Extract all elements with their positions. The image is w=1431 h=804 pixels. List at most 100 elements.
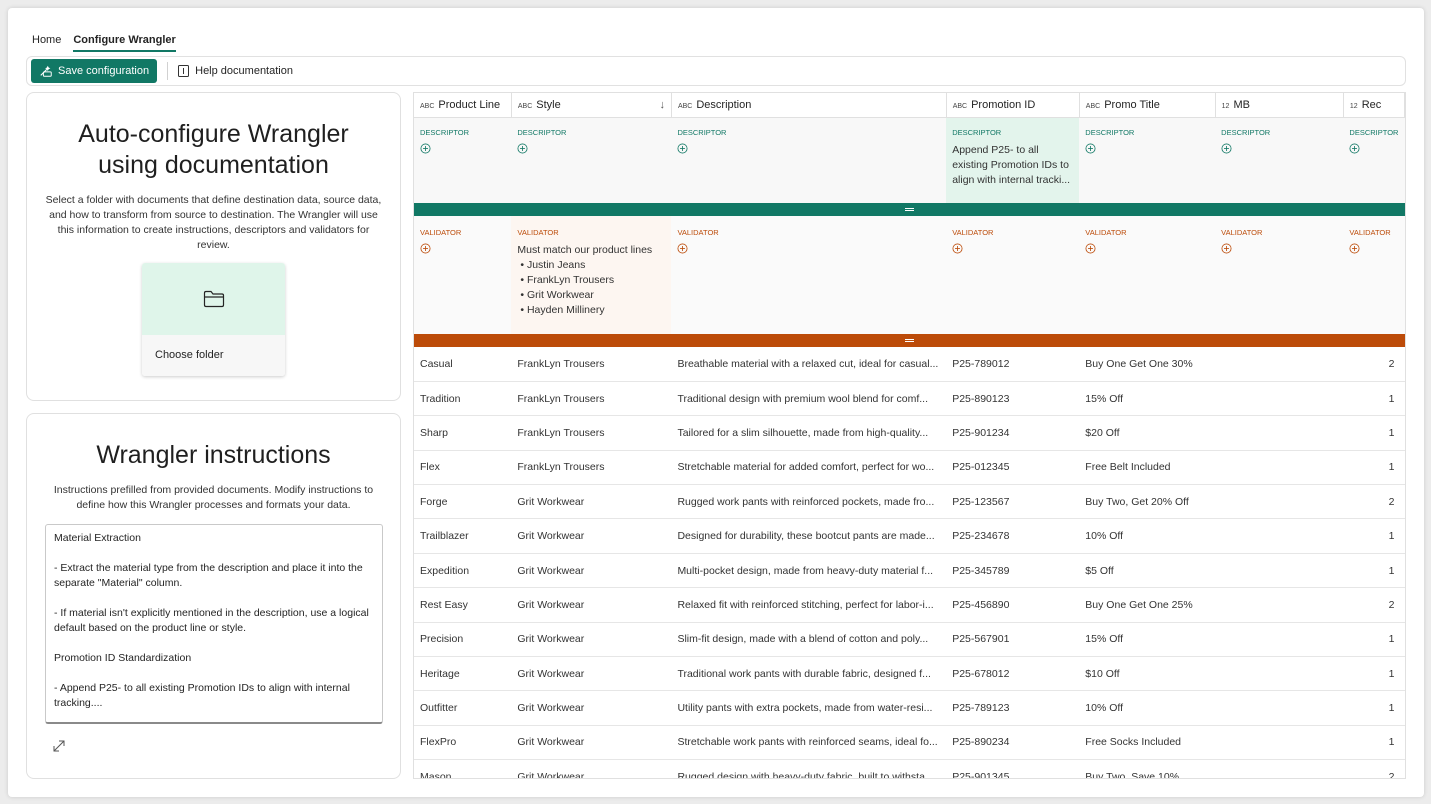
table-cell[interactable]: $10 Off [1079, 656, 1216, 692]
validator-cell[interactable]: VALIDATOR [946, 216, 1080, 334]
descriptor-cell[interactable]: DESCRIPTOR [511, 117, 672, 203]
table-cell[interactable]: Grit Workwear [511, 725, 672, 761]
table-cell[interactable]: Breathable material with a relaxed cut, … [671, 347, 947, 382]
add-validator-icon[interactable] [420, 243, 431, 254]
table-cell[interactable] [1215, 725, 1344, 761]
table-cell[interactable]: Rugged work pants with reinforced pocket… [671, 484, 947, 520]
add-descriptor-icon[interactable] [517, 143, 528, 154]
validator-cell[interactable]: VALIDATOR [1079, 216, 1216, 334]
table-cell[interactable]: Rest Easy [414, 587, 512, 623]
table-cell[interactable]: FrankLyn Trousers [511, 415, 672, 451]
table-cell[interactable]: $5 Off [1079, 553, 1216, 589]
table-cell[interactable]: Buy Two, Save 10% [1079, 759, 1216, 778]
table-row[interactable]: FlexPro Grit Workwear Stretchable work pan… [414, 725, 1405, 761]
table-cell[interactable]: FrankLyn Trousers [511, 450, 672, 486]
table-cell[interactable]: P25-890234 [946, 725, 1080, 761]
table-cell[interactable]: Trailblazer [414, 518, 512, 554]
table-cell[interactable] [1215, 587, 1344, 623]
validator-cell[interactable]: VALIDATOR [414, 216, 512, 334]
table-cell[interactable]: P25-789012 [946, 347, 1080, 382]
table-cell[interactable] [1215, 759, 1344, 778]
table-cell[interactable]: 1 [1343, 381, 1405, 417]
table-cell[interactable]: P25-234678 [946, 518, 1080, 554]
table-cell[interactable] [1215, 415, 1344, 451]
table-row[interactable]: Mason Grit Workwear Rugged design with hea… [414, 759, 1405, 778]
table-cell[interactable]: Sharp [414, 415, 512, 451]
table-cell[interactable]: P25-456890 [946, 587, 1080, 623]
descriptor-cell[interactable]: DESCRIPTOR [1079, 117, 1216, 203]
table-cell[interactable]: P25-901234 [946, 415, 1080, 451]
table-row[interactable]: Forge Grit Workwear Rugged work pants with… [414, 484, 1405, 520]
column-header[interactable]: ABC Promotion ID [946, 93, 1080, 118]
table-cell[interactable]: Mason [414, 759, 512, 778]
table-cell[interactable]: FlexPro [414, 725, 512, 761]
table-cell[interactable]: P25-890123 [946, 381, 1080, 417]
table-cell[interactable]: 2 [1343, 759, 1405, 778]
table-cell[interactable]: $20 Off [1079, 415, 1216, 451]
table-cell[interactable]: 2 [1343, 587, 1405, 623]
table-cell[interactable]: 1 [1343, 450, 1405, 486]
table-cell[interactable]: Grit Workwear [511, 690, 672, 726]
add-validator-icon[interactable] [677, 243, 688, 254]
table-cell[interactable]: Multi-pocket design, made from heavy-dut… [671, 553, 947, 589]
table-cell[interactable]: Forge [414, 484, 512, 520]
table-cell[interactable]: Relaxed fit with reinforced stitching, p… [671, 587, 947, 623]
table-cell[interactable] [1215, 518, 1344, 554]
table-cell[interactable]: FrankLyn Trousers [511, 347, 672, 382]
table-cell[interactable]: Grit Workwear [511, 553, 672, 589]
table-cell[interactable]: P25-345789 [946, 553, 1080, 589]
table-cell[interactable] [1215, 381, 1344, 417]
add-descriptor-icon[interactable] [420, 143, 431, 154]
table-cell[interactable]: P25-123567 [946, 484, 1080, 520]
table-cell[interactable]: P25-901345 [946, 759, 1080, 778]
sort-down-icon[interactable]: ↓ [659, 98, 665, 111]
validator-resize-handle[interactable] [414, 334, 1405, 347]
table-cell[interactable]: Casual [414, 347, 512, 382]
table-cell[interactable]: P25-789123 [946, 690, 1080, 726]
table-cell[interactable]: Stretchable material for added comfort, … [671, 450, 947, 486]
table-row[interactable]: Rest Easy Grit Workwear Relaxed fit with r… [414, 587, 1405, 623]
expand-icon[interactable] [53, 740, 65, 752]
choose-folder-button[interactable]: Choose folder [142, 263, 285, 376]
table-cell[interactable]: Buy One Get One 25% [1079, 587, 1216, 623]
table-cell[interactable]: Free Socks Included [1079, 725, 1216, 761]
table-cell[interactable]: Designed for durability, these bootcut p… [671, 518, 947, 554]
table-cell[interactable]: P25-678012 [946, 656, 1080, 692]
tab-home[interactable]: Home [32, 34, 62, 46]
table-cell[interactable]: Grit Workwear [511, 656, 672, 692]
column-header[interactable]: ABC Promo Title [1079, 93, 1216, 118]
table-row[interactable]: Precision Grit Workwear Slim-fit design, m… [414, 622, 1405, 658]
table-cell[interactable]: Heritage [414, 656, 512, 692]
add-descriptor-icon[interactable] [1349, 143, 1360, 154]
column-header[interactable]: 12 MB [1215, 93, 1344, 118]
instructions-textarea[interactable]: Material Extraction - Extract the materia… [45, 524, 383, 724]
table-cell[interactable]: Stretchable work pants with reinforced s… [671, 725, 947, 761]
table-cell[interactable]: Grit Workwear [511, 518, 672, 554]
column-header[interactable]: 12 Rec [1343, 93, 1405, 118]
descriptor-cell[interactable]: DESCRIPTOR [1215, 117, 1344, 203]
table-cell[interactable]: 2 [1343, 484, 1405, 520]
table-row[interactable]: Outfitter Grit Workwear Utility pants with… [414, 690, 1405, 726]
add-descriptor-icon[interactable] [1221, 143, 1232, 154]
table-cell[interactable]: 1 [1343, 518, 1405, 554]
descriptor-resize-handle[interactable] [414, 203, 1405, 216]
table-cell[interactable]: FrankLyn Trousers [511, 381, 672, 417]
validator-cell[interactable]: VALIDATOR Must match our product lines • J… [511, 216, 672, 334]
table-cell[interactable] [1215, 622, 1344, 658]
table-cell[interactable]: Grit Workwear [511, 622, 672, 658]
table-cell[interactable]: 1 [1343, 415, 1405, 451]
table-cell[interactable]: Free Belt Included [1079, 450, 1216, 486]
table-cell[interactable]: 1 [1343, 725, 1405, 761]
table-cell[interactable]: Tailored for a slim silhouette, made fro… [671, 415, 947, 451]
table-cell[interactable]: Buy One Get One 30% [1079, 347, 1216, 382]
table-cell[interactable]: 10% Off [1079, 690, 1216, 726]
table-cell[interactable]: 15% Off [1079, 622, 1216, 658]
tab-configure-wrangler[interactable]: Configure Wrangler [73, 32, 176, 52]
table-cell[interactable]: 15% Off [1079, 381, 1216, 417]
table-cell[interactable] [1215, 450, 1344, 486]
validator-cell[interactable]: VALIDATOR [671, 216, 947, 334]
table-row[interactable]: Expedition Grit Workwear Multi-pocket desi… [414, 553, 1405, 589]
table-cell[interactable]: P25-012345 [946, 450, 1080, 486]
column-header[interactable]: ABC Description [671, 93, 947, 118]
table-cell[interactable]: 2 [1343, 347, 1405, 382]
